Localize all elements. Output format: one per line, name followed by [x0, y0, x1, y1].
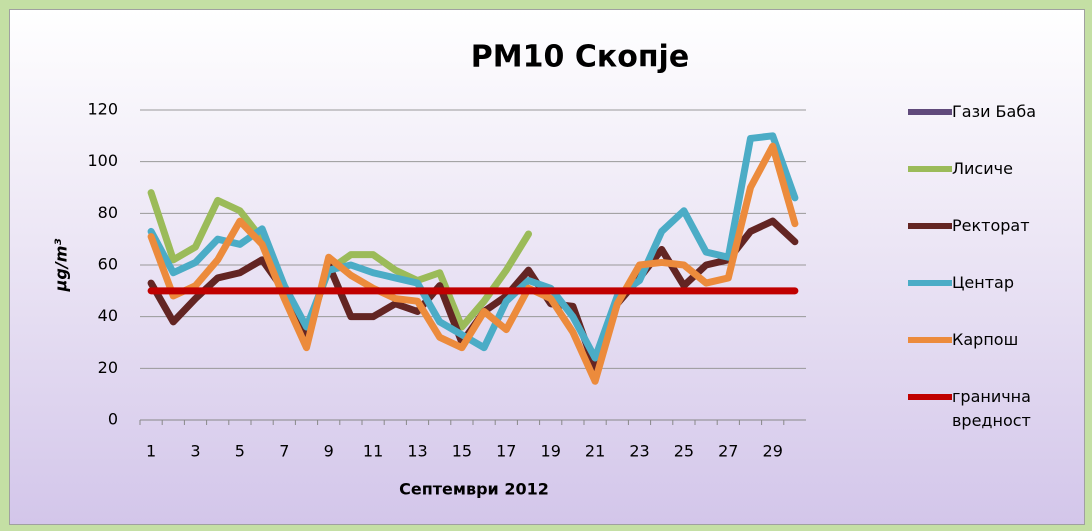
x-tick-label: 29 — [763, 442, 783, 461]
series-line — [147, 142, 799, 385]
legend-entry: Ректорат — [908, 214, 1078, 271]
legend-label: Карпош — [952, 330, 1019, 349]
legend-swatch — [908, 166, 952, 172]
x-tick-label: 15 — [452, 442, 472, 461]
series-line — [147, 132, 799, 362]
y-tick-label: 120 — [87, 100, 118, 119]
x-tick-label: 1 — [146, 442, 156, 461]
x-tick-label: 3 — [190, 442, 200, 461]
y-tick-label: 40 — [98, 306, 118, 325]
legend-label: гранична вредност — [952, 387, 1031, 430]
legend-swatch — [908, 109, 952, 115]
x-axis-title: Септември 2012 — [399, 480, 549, 499]
x-tick-label: 21 — [585, 442, 605, 461]
chart-title: PM10 Скопје — [471, 40, 689, 75]
y-tick-label: 80 — [98, 203, 118, 222]
legend-swatch — [908, 223, 952, 229]
legend-label: Лисиче — [952, 159, 1013, 178]
y-tick-label: 0 — [108, 410, 118, 429]
legend-label: Ректорат — [952, 216, 1030, 235]
y-axis-title: μg/m³ — [52, 239, 71, 293]
legend: Гази Баба Лисиче Ректорат Центар Карпош грани… — [908, 100, 1078, 442]
x-tick-label: 9 — [324, 442, 334, 461]
x-tick-label: 23 — [629, 442, 649, 461]
x-tick-label: 19 — [541, 442, 561, 461]
y-tick-label: 60 — [98, 255, 118, 274]
legend-swatch — [908, 280, 952, 286]
legend-label: Центар — [952, 273, 1015, 292]
legend-swatch — [908, 394, 952, 400]
legend-swatch — [908, 337, 952, 343]
legend-entry: Центар — [908, 271, 1078, 328]
legend-entry: Гази Баба — [908, 100, 1078, 157]
legend-entry: Карпош — [908, 328, 1078, 385]
x-tick-label: 11 — [363, 442, 383, 461]
x-tick-label: 7 — [279, 442, 289, 461]
legend-entry: Лисиче — [908, 157, 1078, 214]
x-tick-label: 17 — [496, 442, 516, 461]
legend-entry: гранична вредност — [908, 385, 1078, 442]
y-tick-label: 100 — [87, 151, 118, 170]
x-tick-label: 25 — [674, 442, 694, 461]
x-tick-label: 5 — [235, 442, 245, 461]
x-tick-label: 27 — [718, 442, 738, 461]
x-tick-label: 13 — [407, 442, 427, 461]
legend-label: Гази Баба — [952, 102, 1037, 121]
y-tick-label: 20 — [98, 358, 118, 377]
